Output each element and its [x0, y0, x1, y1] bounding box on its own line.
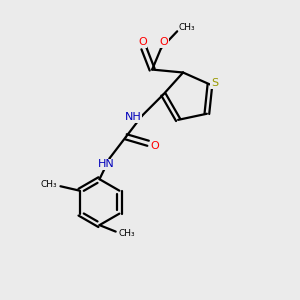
Text: O: O — [160, 38, 168, 47]
Text: S: S — [211, 78, 218, 88]
Text: O: O — [150, 141, 159, 151]
Text: O: O — [138, 38, 147, 47]
Text: CH₃: CH₃ — [118, 229, 135, 238]
Text: NH: NH — [125, 112, 142, 122]
Text: CH₃: CH₃ — [178, 23, 195, 32]
Text: HN: HN — [98, 160, 115, 170]
Text: CH₃: CH₃ — [41, 180, 58, 189]
